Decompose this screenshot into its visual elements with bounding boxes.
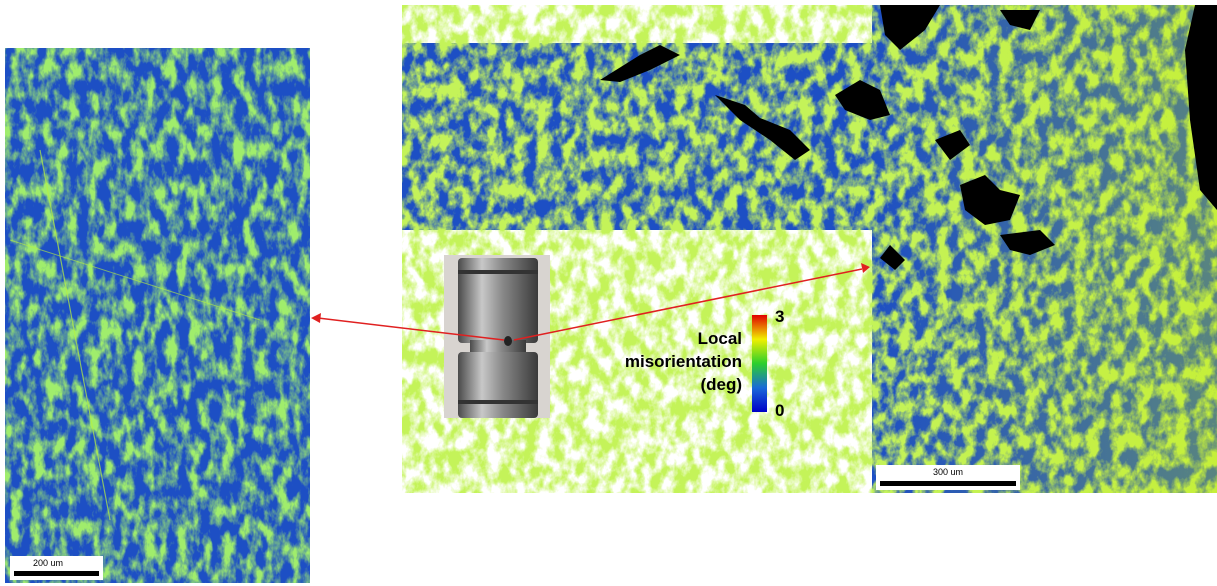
colorbar-label: Local <box>698 329 742 348</box>
right-map: 300 um <box>402 5 1217 493</box>
colorbar-min: 0 <box>775 401 784 420</box>
colorbar-label: (deg) <box>700 375 742 394</box>
scale-bar <box>14 571 99 576</box>
scale-bar-label: 300 um <box>933 467 963 477</box>
colorbar: 3 0 Local misorientation (deg) <box>625 307 785 420</box>
page: {"left_map": {"scale_bar": "200 um"}, "r… <box>0 0 1217 586</box>
arrows <box>311 263 870 340</box>
figure: 200 um 300 um <box>0 0 1217 586</box>
colorbar-max: 3 <box>775 307 784 326</box>
scale-bar-label: 200 um <box>33 558 63 568</box>
scale-bar <box>880 481 1016 486</box>
colorbar-label: misorientation <box>625 352 742 371</box>
left-map: 200 um <box>5 48 310 583</box>
